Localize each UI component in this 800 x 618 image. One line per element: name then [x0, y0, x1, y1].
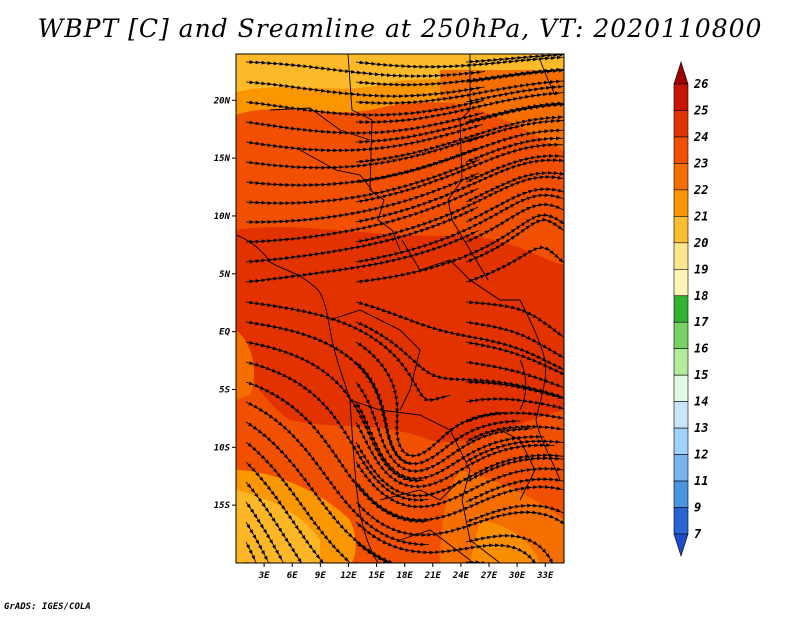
streamline	[465, 503, 564, 523]
streamline	[465, 533, 553, 563]
colorbar-label: 11	[694, 474, 708, 488]
streamline	[465, 424, 564, 443]
streamline	[465, 456, 564, 483]
lon-tick-label: 27E	[480, 571, 498, 581]
colorbar-swatch	[673, 374, 689, 402]
colorbar-swatch	[673, 295, 689, 323]
colorbar-label: 23	[693, 156, 708, 170]
lat-tick-label: EQ	[219, 328, 230, 338]
colorbar-swatch	[673, 136, 689, 164]
streamline	[465, 54, 564, 64]
colorbar-label: 16	[694, 342, 708, 356]
lat-tick-label: 10S	[214, 443, 231, 453]
streamline	[245, 541, 257, 563]
lon-tick-label: 21E	[424, 571, 442, 581]
lat-tick-label: 15S	[214, 501, 231, 511]
lon-tick-label: 3E	[258, 571, 270, 581]
lon-tick-label: 15E	[368, 571, 385, 581]
colorbar-top-triangle	[673, 61, 689, 85]
colorbar-swatch	[673, 321, 689, 350]
lat-tick-label: 15N	[214, 154, 231, 164]
streamline	[355, 541, 400, 563]
colorbar-label: 20	[693, 236, 708, 250]
colorbar-label: 26	[693, 77, 708, 91]
colorbar-swatch	[673, 401, 689, 429]
colorbar-swatch	[673, 216, 689, 244]
colorbar-bottom-triangle	[673, 533, 689, 557]
colorbar-swatch	[673, 189, 689, 217]
lon-tick-label: 18E	[397, 571, 414, 581]
grads-credit: GrADS: IGES/COLA	[4, 602, 91, 612]
colorbar-label: 13	[694, 421, 708, 435]
lat-tick-label: 20N	[213, 96, 231, 106]
streamline	[465, 397, 564, 410]
colorbar-label: 15	[694, 368, 708, 382]
lon-tick-label: 6E	[287, 571, 298, 581]
colorbar-label: 12	[694, 448, 708, 462]
colorbar-label: 7	[694, 527, 702, 541]
streamline	[465, 477, 564, 503]
colorbar-label: 25	[693, 103, 708, 117]
colorbar-swatch	[673, 83, 689, 111]
colorbar-swatch	[673, 480, 689, 508]
colorbar: 26 25 24 23 22 21 20 19 18 17 16 15 14 13 12 11 9 7	[673, 61, 709, 557]
streamline	[465, 439, 564, 463]
map-title: WBPT [C] and Sreamline at 250hPa, VT: 20…	[37, 14, 763, 43]
colorbar-label: 18	[694, 289, 708, 303]
lat-tick-label: 10N	[214, 212, 231, 222]
colorbar-swatch	[673, 507, 689, 535]
lon-tick-label: 9E	[315, 571, 326, 581]
colorbar-swatch	[673, 427, 689, 455]
lon-tick-label: 33E	[536, 571, 554, 581]
streamline	[245, 521, 270, 563]
streamline	[465, 380, 564, 400]
lat-tick-label: 5N	[219, 270, 230, 280]
streamline	[465, 411, 564, 423]
longitude-axis: 3E 6E 9E 12E 15E 18E 21E 24E 27E 30E 33E	[258, 563, 554, 581]
colorbar-swatch	[673, 110, 689, 138]
colorbar-label: 24	[693, 130, 708, 144]
map-frame	[235, 53, 565, 564]
lon-tick-label: 12E	[340, 571, 357, 581]
streamline	[465, 245, 564, 283]
colorbar-swatch	[673, 348, 689, 376]
colorbar-label: 22	[693, 183, 708, 197]
lon-tick-label: 30E	[508, 571, 526, 581]
colorbar-swatch	[673, 454, 689, 482]
lat-tick-label: 5S	[219, 385, 230, 395]
colorbar-label: 21	[693, 209, 708, 223]
streamline	[355, 213, 564, 284]
latitude-axis: 20N 15N 10N 5N EQ 5S 10S 15S	[213, 96, 236, 511]
streamlines	[245, 54, 564, 563]
colorbar-label: 9	[694, 501, 701, 515]
colorbar-swatch	[673, 268, 689, 297]
colorbar-label: 19	[694, 262, 708, 276]
colorbar-swatch	[673, 163, 689, 191]
colorbar-label: 17	[694, 315, 709, 329]
lon-tick-label: 24E	[452, 571, 470, 581]
colorbar-label: 14	[694, 395, 708, 409]
colorbar-swatch	[673, 242, 689, 270]
